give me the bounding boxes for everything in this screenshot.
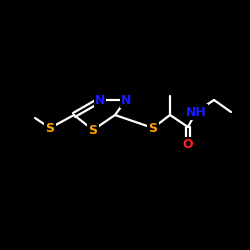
Text: O: O	[183, 138, 193, 151]
Text: S: S	[88, 124, 98, 136]
Text: S: S	[148, 122, 158, 134]
Text: NH: NH	[186, 106, 206, 118]
Text: N: N	[95, 94, 105, 106]
Text: N: N	[121, 94, 131, 106]
Text: S: S	[46, 122, 54, 134]
